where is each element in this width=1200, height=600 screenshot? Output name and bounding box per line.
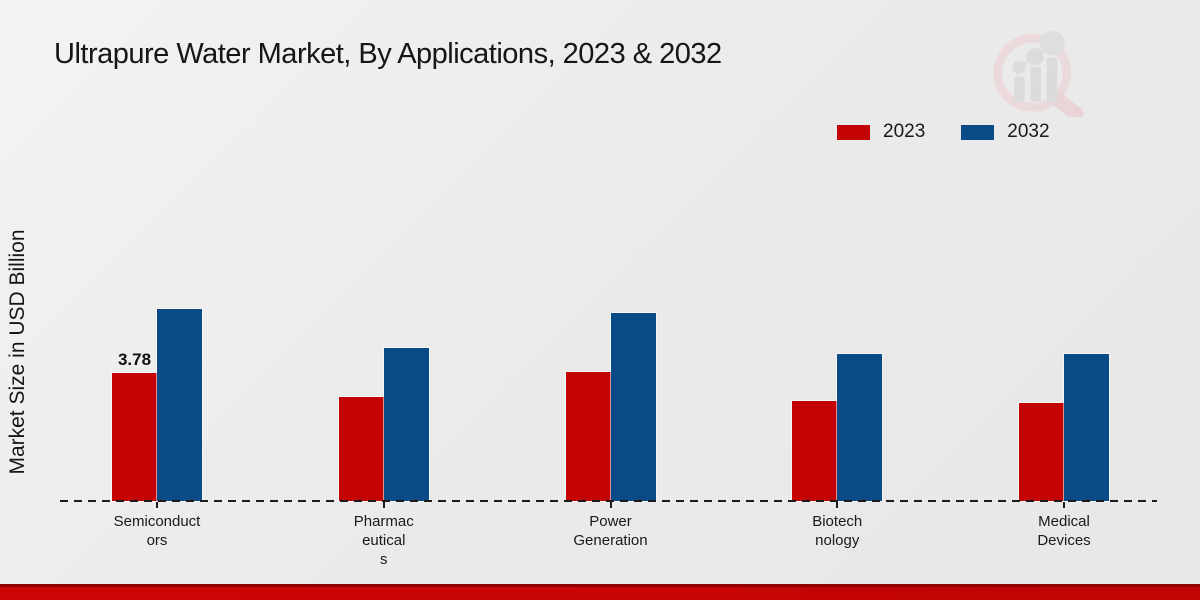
bar-2023-power-generation: [564, 371, 612, 502]
x-axis-baseline: [60, 500, 1157, 502]
legend-label: 2032: [1007, 121, 1050, 142]
category-label-biotechnology: Biotech nology: [812, 513, 863, 549]
bar-2023-pharmaceuticals: [337, 396, 385, 502]
category-label-medical-devices: Medical Devices: [1037, 513, 1091, 549]
legend-swatch-2032: [961, 124, 995, 140]
bar-2023-biotechnology: [791, 400, 839, 502]
bar-2032-pharmaceuticals: [382, 347, 430, 502]
magnifier-bar-chart-logo-icon: [993, 30, 1084, 117]
value-label-2023-semiconductors: 3.78: [117, 350, 152, 369]
axis-tick: [382, 502, 385, 508]
bar-2032-semiconductors: [156, 308, 203, 502]
bottom-accent-bar: [0, 584, 1200, 600]
axis-tick: [1063, 502, 1065, 508]
bar-2032-biotechnology: [836, 353, 884, 502]
chart-legend: 2023 2032: [837, 121, 1050, 143]
bar-2032-power-generation: [609, 312, 657, 502]
chart-title: Ultrapure Water Market, By Applications,…: [54, 38, 722, 70]
category-label-semiconductors: Semiconduct ors: [113, 513, 201, 549]
axis-tick: [836, 502, 839, 508]
legend-label: 2023: [883, 121, 926, 142]
legend-swatch-2023: [837, 124, 870, 140]
axis-tick: [609, 502, 612, 508]
bar-2023-medical-devices: [1018, 402, 1065, 502]
axis-tick: [156, 502, 158, 508]
legend-item-2032: 2032: [961, 121, 1050, 143]
category-label-power-generation: Power Generation: [573, 513, 648, 549]
bar-2023-semiconductors: [111, 372, 158, 502]
category-label-pharmaceuticals: Pharmac eutical s: [353, 513, 414, 568]
legend-item-2023: 2023: [837, 121, 925, 143]
bar-2032-medical-devices: [1063, 353, 1110, 502]
